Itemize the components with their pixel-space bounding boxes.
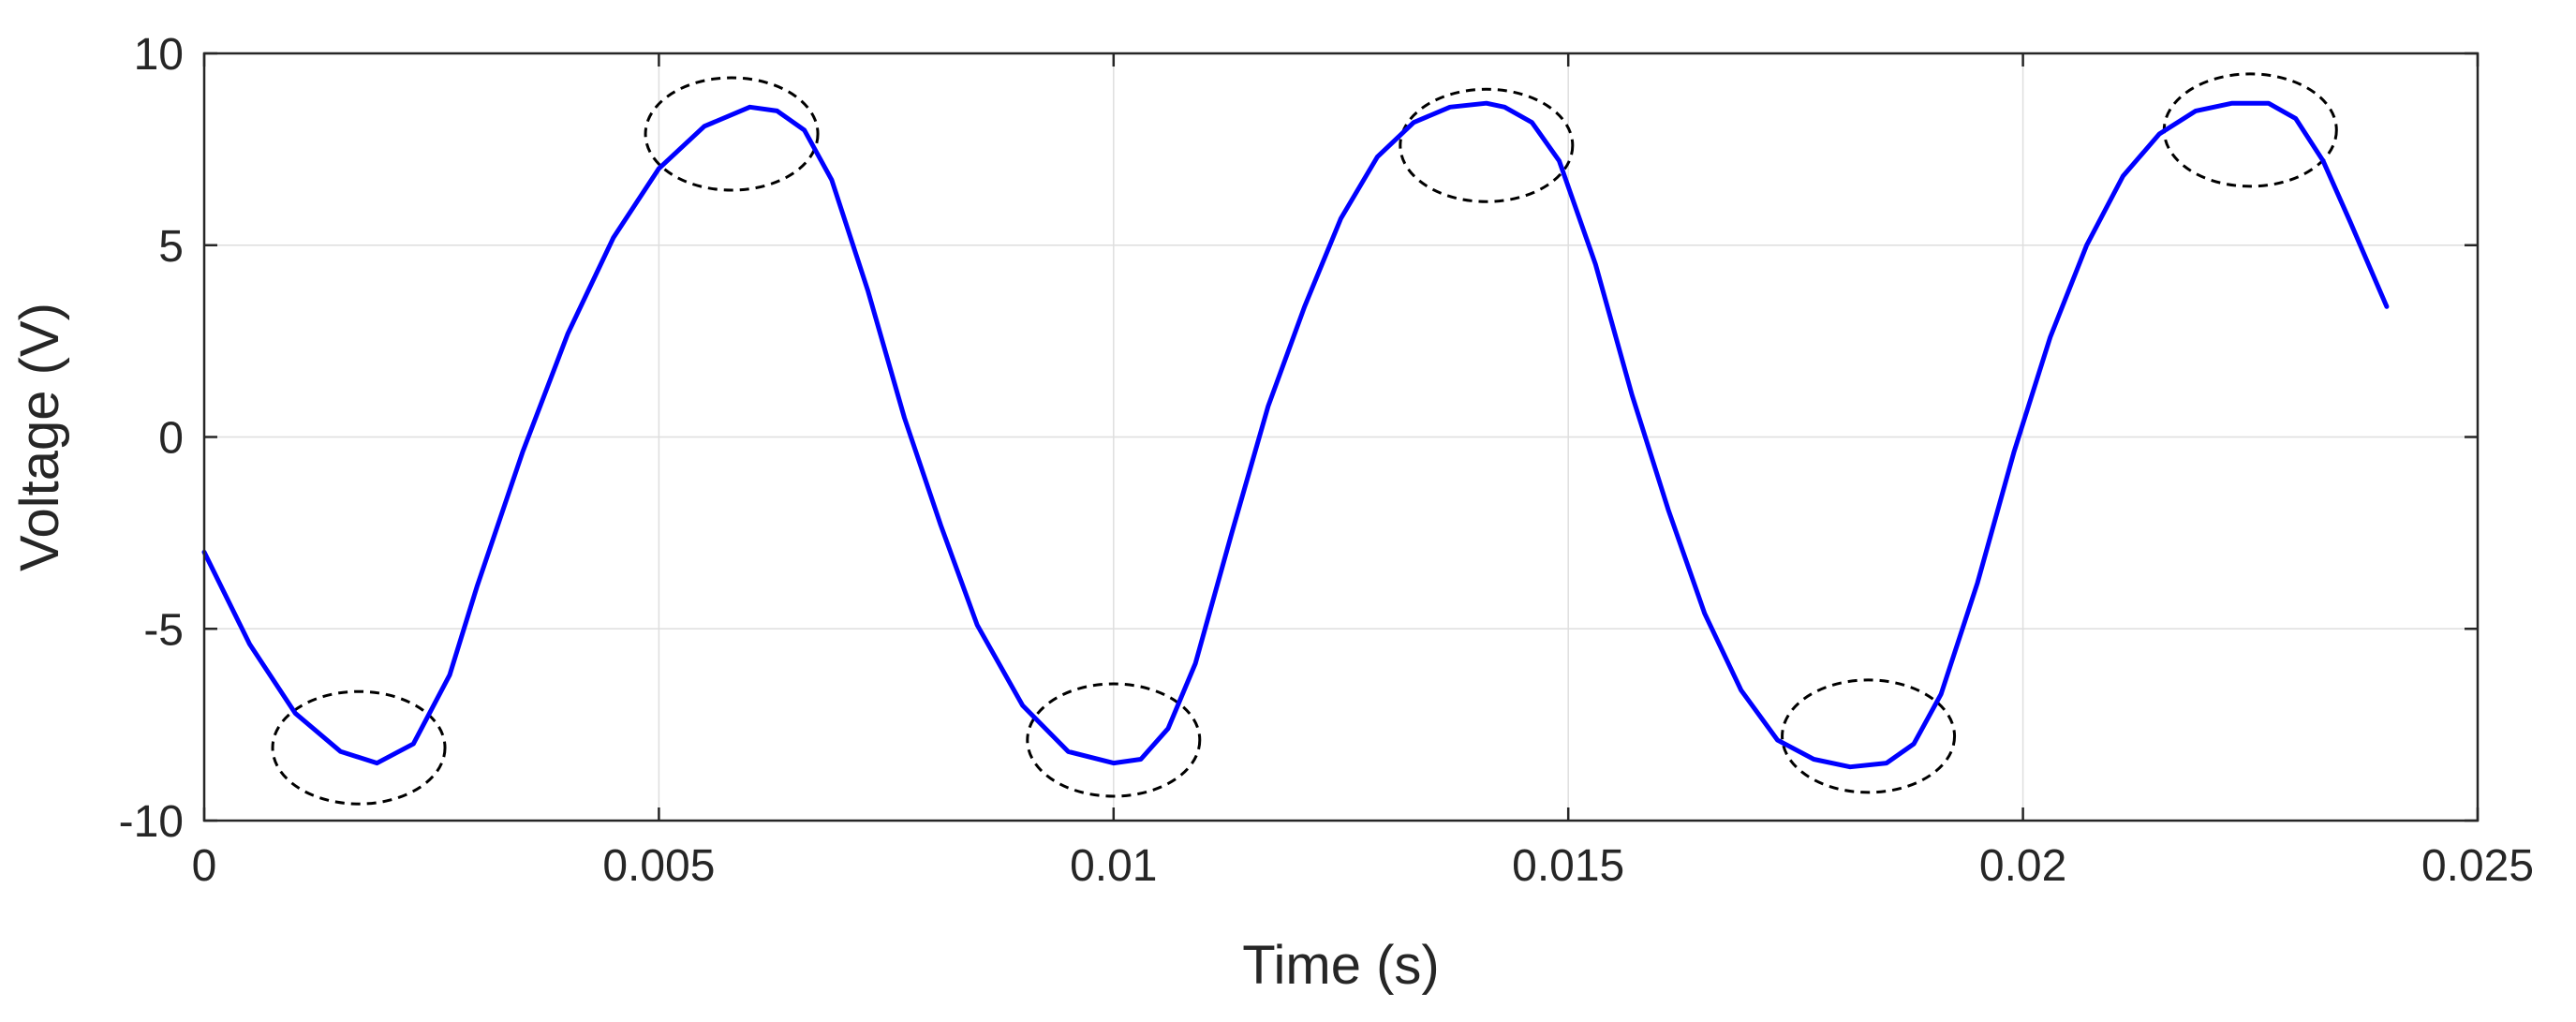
axis-ticks <box>202 52 2480 822</box>
x-axis-label: Time (s) <box>1242 935 1439 996</box>
y-tick-labels: -10 -5 0 5 10 <box>119 30 184 847</box>
x-tick-label: 0.02 <box>1979 841 2066 891</box>
y-tick-label: 5 <box>158 222 184 272</box>
annotation-ellipse <box>271 689 447 806</box>
y-tick-label: -5 <box>143 605 184 655</box>
x-tick-label: 0.005 <box>602 841 715 891</box>
y-tick-label: 0 <box>158 414 184 464</box>
y-axis-label: Voltage (V) <box>9 303 70 571</box>
y-tick-label: 10 <box>134 30 184 80</box>
x-tick-label: 0.015 <box>1512 841 1624 891</box>
x-tick-labels: 0 0.005 0.01 0.015 0.02 0.025 <box>192 841 2534 891</box>
annotation-ellipse <box>644 76 820 192</box>
annotation-ellipse <box>1781 678 1957 794</box>
y-tick-label: -10 <box>119 797 184 847</box>
annotation-ellipse <box>1399 87 1575 203</box>
x-tick-label: 0.01 <box>1070 841 1157 891</box>
series-line-voltage <box>201 100 2390 770</box>
x-tick-label: 0.025 <box>2421 841 2534 891</box>
annotation-ellipse <box>1026 682 1202 798</box>
x-tick-label: 0 <box>192 841 217 891</box>
